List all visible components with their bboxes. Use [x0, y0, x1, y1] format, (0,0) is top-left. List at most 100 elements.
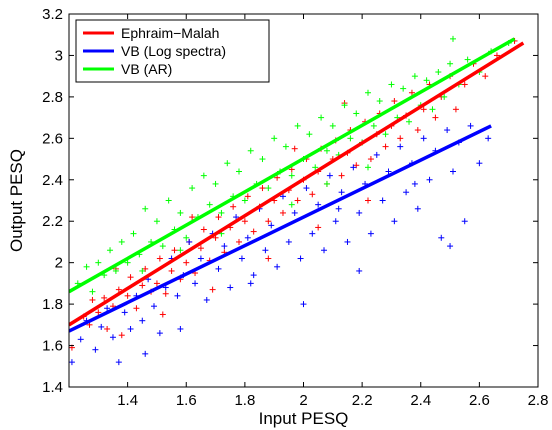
series-2-point-9 — [130, 230, 137, 237]
series-1-point-39 — [303, 185, 310, 192]
series-2-point-37 — [294, 122, 301, 129]
y-tick-label: 1.8 — [42, 296, 63, 313]
series-0-point-81 — [159, 311, 166, 318]
series-1-point-54 — [391, 218, 398, 225]
series-2-point-49 — [364, 89, 371, 96]
legend: Ephraim−Malah VB (Log spectra) VB (AR) — [75, 19, 270, 83]
series-0-point-39 — [265, 218, 272, 225]
legend-label-vb-log-spectra: VB (Log spectra) — [121, 43, 226, 59]
series-2-point-63 — [447, 60, 454, 67]
series-2-point-74 — [364, 164, 371, 171]
series-2-point-75 — [139, 267, 146, 274]
series-1-point-66 — [461, 218, 468, 225]
series-0-point-66 — [397, 135, 404, 142]
y-tick-label: 2.2 — [42, 213, 63, 230]
series-1-point-42 — [321, 247, 328, 254]
x-tick-label: 2.2 — [352, 392, 373, 409]
series-2-point-53 — [388, 81, 395, 88]
series-1-point-52 — [379, 197, 386, 204]
series-0-point-32 — [230, 203, 237, 210]
series-0-point-76 — [461, 81, 468, 88]
series-1-point-56 — [403, 189, 410, 196]
series-1-point-3 — [92, 346, 99, 353]
series-1-point-26 — [227, 284, 234, 291]
series-1-point-7 — [115, 359, 122, 366]
series-2-point-32 — [265, 185, 272, 192]
series-2-point-43 — [329, 122, 336, 129]
series-0-point-36 — [250, 228, 257, 235]
series-0-point-17 — [156, 255, 163, 262]
series-1-point-24 — [215, 265, 222, 272]
series-1-point-46 — [344, 238, 351, 245]
series-2-point-36 — [288, 172, 295, 179]
y-tick-label: 1.4 — [42, 379, 63, 396]
series-2-point-18 — [183, 234, 190, 241]
series-2-point-5 — [107, 247, 114, 254]
series-1-point-45 — [338, 189, 345, 196]
series-0-point-4 — [95, 309, 102, 316]
series-1-point-21 — [197, 255, 204, 262]
series-1-point-51 — [373, 151, 380, 158]
series-0-point-10 — [124, 292, 131, 299]
series-2-point-8 — [124, 259, 131, 266]
series-0-point-34 — [241, 218, 248, 225]
series-2-point-17 — [177, 209, 184, 216]
series-1-point-69 — [485, 135, 492, 142]
series-2-point-65 — [464, 56, 471, 63]
y-tick-label: 2.8 — [42, 89, 63, 106]
series-0-point-48 — [309, 191, 316, 198]
series-1-point-9 — [127, 325, 134, 332]
x-tick-label: 2 — [299, 392, 307, 409]
series-1-point-32 — [262, 247, 269, 254]
series-1-point-60 — [426, 176, 433, 183]
series-1-point-36 — [285, 238, 292, 245]
series-0-point-83 — [265, 255, 272, 262]
x-tick-label: 1.6 — [176, 392, 197, 409]
series-0-point-13 — [139, 282, 146, 289]
series-0-point-85 — [364, 197, 371, 204]
plot-layer — [69, 35, 525, 366]
series-2-point-28 — [241, 197, 248, 204]
series-2-point-69 — [449, 35, 456, 42]
series-1-point-22 — [203, 296, 210, 303]
series-0-point-41 — [274, 174, 281, 181]
series-2-point-25 — [224, 160, 231, 167]
series-0-point-60 — [367, 156, 374, 163]
series-1-point-43 — [326, 172, 333, 179]
series-1-point-34 — [274, 263, 281, 270]
y-tick-label: 1.6 — [42, 338, 63, 355]
series-2-point-51 — [376, 98, 383, 105]
series-2-point-6 — [112, 267, 119, 274]
series-2-point-72 — [288, 201, 295, 208]
y-tick-label: 2 — [55, 255, 63, 272]
series-1-point-11 — [139, 317, 146, 324]
series-2-point-23 — [212, 180, 219, 187]
series-1-fit-line — [69, 124, 492, 333]
x-tick-label: 1.8 — [234, 392, 255, 409]
series-1-point-4 — [98, 323, 105, 330]
series-1-point-29 — [244, 234, 251, 241]
series-2-point-60 — [429, 106, 436, 113]
series-1-point-8 — [121, 309, 128, 316]
series-2-point-27 — [236, 168, 243, 175]
series-1-point-0 — [69, 359, 75, 366]
series-1-point-33 — [268, 222, 275, 229]
series-1-point-75 — [247, 280, 254, 287]
series-0-fit-line — [69, 41, 525, 327]
series-2-point-59 — [423, 77, 430, 84]
x-tick-label: 2.4 — [410, 392, 431, 409]
series-0-point-72 — [432, 114, 439, 121]
series-1-point-28 — [238, 255, 245, 262]
series-0-point-68 — [408, 89, 415, 96]
series-2-point-50 — [370, 122, 377, 129]
series-2-point-3 — [95, 259, 102, 266]
series-2-point-47 — [353, 110, 360, 117]
series-2-point-42 — [323, 147, 330, 154]
x-axis-label: Input PESQ — [259, 409, 349, 428]
series-1-point-14 — [156, 330, 163, 337]
series-1-point-72 — [447, 243, 454, 250]
x-tick-label: 2.6 — [469, 392, 490, 409]
series-0-point-82 — [209, 286, 216, 293]
legend-label-ephraim-malah: Ephraim−Malah — [121, 25, 219, 41]
